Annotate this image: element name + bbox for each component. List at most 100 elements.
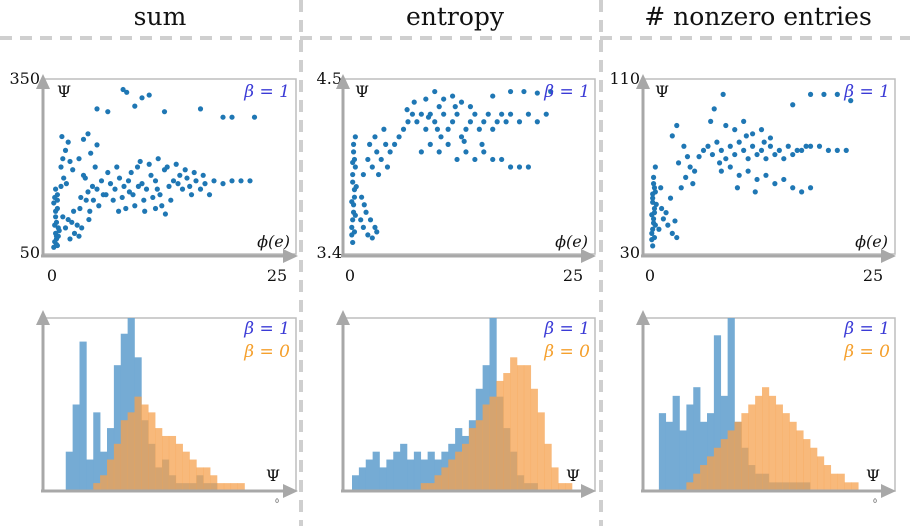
histogram-bar-beta0	[496, 380, 504, 491]
histogram-bar-beta0	[530, 388, 538, 491]
scatter-point	[700, 147, 707, 153]
scatter-point	[834, 147, 840, 153]
scatter-point	[88, 150, 94, 156]
histogram-bar-beta0	[796, 430, 804, 491]
histogram-panel-entropy: β = 1 β = 0 Ψ	[336, 310, 596, 498]
scatter-point	[173, 161, 179, 167]
scatter-point	[449, 119, 456, 125]
scatter-point	[427, 141, 433, 147]
scatter-point	[89, 183, 96, 189]
scatter-point	[71, 230, 78, 236]
scatter-point	[807, 143, 814, 149]
scatter-point	[85, 131, 91, 137]
histogram-bar-beta0	[93, 483, 101, 491]
scatter-point	[141, 197, 147, 203]
histogram-bar-beta0	[127, 412, 135, 491]
scatter-point	[458, 99, 465, 105]
scatter-point	[799, 147, 805, 153]
scatter-point	[53, 219, 60, 225]
scatter-point	[58, 164, 64, 170]
scatter-point	[432, 119, 438, 125]
legend-beta0: β = 0	[843, 342, 890, 362]
scatter-point	[92, 164, 98, 170]
scatter-point	[675, 160, 682, 166]
y-axis-arrow	[636, 310, 650, 325]
scatter-point	[53, 186, 59, 192]
scatter-point	[507, 111, 514, 117]
scatter-point	[134, 164, 141, 170]
scatter-point	[372, 134, 378, 140]
legend-beta1: β = 1	[843, 319, 890, 339]
scatter-point	[660, 216, 666, 222]
scatter-point	[672, 218, 678, 224]
scatter-point	[58, 183, 64, 189]
scatter-point	[361, 202, 367, 208]
scatter-point	[175, 181, 181, 187]
histogram-bar-beta1	[93, 412, 101, 491]
histogram-bar-beta1	[413, 451, 422, 491]
histogram-bar-beta0	[189, 459, 197, 491]
scatter-panel-sum: 350 50 0 25 Ψ ϕ(e) β = 1	[9, 69, 298, 285]
legend-beta1: β = 1	[543, 319, 590, 339]
scatter-point	[463, 149, 469, 155]
histogram-bar-beta0	[237, 483, 245, 491]
histogram-bar-beta0	[523, 365, 532, 491]
histogram-bar-beta1	[127, 318, 135, 491]
histogram-bar-beta1	[434, 459, 442, 491]
scatter-point	[187, 183, 193, 189]
scatter-point	[423, 126, 429, 132]
scatter-point	[409, 111, 416, 117]
scatter-point	[425, 114, 432, 120]
histogram-bar-beta0	[713, 447, 722, 491]
scatter-point	[732, 127, 738, 133]
scatter-point	[490, 126, 496, 132]
x-axis-arrow	[581, 484, 596, 498]
scatter-point	[116, 175, 123, 181]
scatter-point	[454, 111, 460, 117]
scatter-point	[736, 139, 742, 145]
histogram-bar-beta0	[141, 404, 149, 491]
scatter-point	[476, 126, 482, 132]
scatter-point	[790, 151, 796, 158]
scatter-point	[139, 95, 145, 101]
scatter-panel-entropy: 4.5 3.4 0 25 Ψ ϕ(e) β = 1	[317, 69, 596, 285]
scatter-point	[418, 149, 424, 155]
scatter-point	[741, 147, 747, 153]
y-axis-arrow	[36, 310, 50, 325]
histogram-bar-beta0	[551, 467, 559, 491]
scatter-point	[367, 217, 374, 223]
histogram-panel-sum: β = 1 β = 0 Ψ 0	[36, 310, 298, 505]
scatter-point	[548, 88, 554, 95]
scatter-point	[80, 136, 87, 142]
scatter-point	[441, 111, 447, 117]
scatter-point	[754, 176, 760, 183]
scatter-point	[665, 222, 671, 228]
scatter-point	[772, 151, 778, 158]
scatter-point	[449, 93, 456, 99]
scatter-point	[727, 164, 733, 170]
scatter-point	[146, 92, 152, 98]
scatter-point	[761, 139, 767, 145]
scatter-point	[378, 156, 384, 163]
scatter-point	[485, 111, 491, 117]
scatter-point	[168, 197, 174, 203]
scatter-point	[816, 143, 823, 149]
scatter-point	[77, 205, 83, 212]
scatter-point	[503, 119, 509, 125]
histogram-bar-beta1	[379, 467, 387, 491]
x-tick-min: 0	[345, 266, 355, 285]
scatter-point	[507, 164, 514, 170]
histogram-bars	[658, 318, 859, 491]
scatter-point	[479, 141, 485, 147]
scatter-point	[120, 86, 126, 93]
legend-beta1: β = 1	[843, 82, 890, 102]
scatter-point	[651, 234, 658, 241]
scatter-point	[521, 88, 527, 95]
histogram-bar-beta0	[113, 443, 122, 491]
scatter-point	[445, 126, 451, 132]
histogram-bar-beta0	[455, 451, 463, 491]
scatter-point	[674, 234, 680, 241]
scatter-point	[705, 143, 711, 149]
scatter-point	[61, 175, 67, 181]
scatter-point	[67, 158, 73, 165]
